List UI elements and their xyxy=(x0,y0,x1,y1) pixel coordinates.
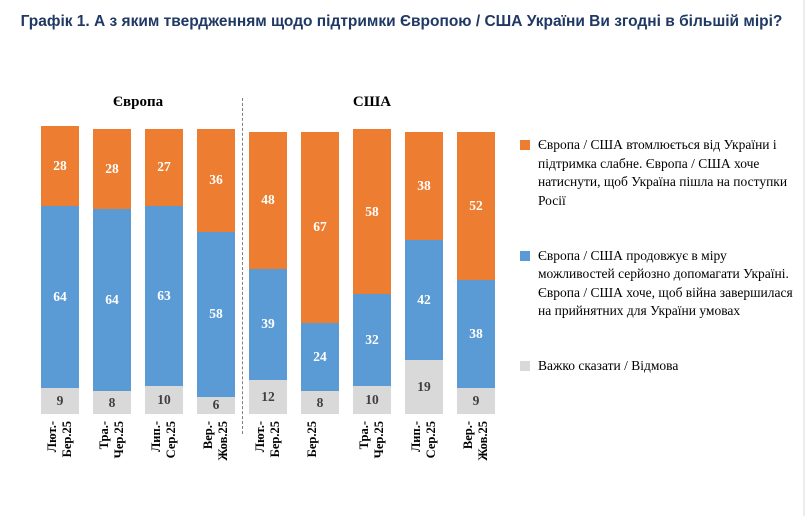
category-label-text: Тра.- Чер.25 xyxy=(357,421,386,459)
legend-item-hard-to-say: Важко сказати / Відмова xyxy=(520,357,798,376)
legend-swatch-hard-to-say xyxy=(520,361,530,371)
category-label-text: Лип.- Сер.25 xyxy=(149,421,178,459)
legend: Європа / США втомлюється від України і п… xyxy=(504,94,803,504)
segment-continues-to-help: 42 xyxy=(405,240,443,360)
legend-label: Європа / США втомлюється від України і п… xyxy=(538,137,788,208)
segment-hard-to-say: 19 xyxy=(405,359,443,414)
bar-column: 8 24 67 Бер.25 xyxy=(294,122,346,504)
segment-continues-to-help: 32 xyxy=(353,294,391,386)
category-label: Вер.- Жов.25 xyxy=(450,418,502,504)
segment-hard-to-say: 6 xyxy=(197,396,235,414)
legend-item-tired-of-ukraine: Європа / США втомлюється від України і п… xyxy=(520,136,798,211)
segment-continues-to-help: 63 xyxy=(145,205,183,386)
segment-tired-of-ukraine: 38 xyxy=(405,131,443,241)
segment-tired-of-ukraine: 67 xyxy=(301,131,339,323)
category-label-text: Вер.- Жов.25 xyxy=(201,421,230,461)
legend-swatch-continues-to-help xyxy=(520,250,530,261)
bar-column: 8 64 28 Тра.- Чер.25 xyxy=(86,122,138,504)
category-label-text: Тра.- Чер.25 xyxy=(97,421,126,459)
category-label: Тра.- Чер.25 xyxy=(86,418,138,504)
stacked-bar: 10 32 58 xyxy=(353,122,391,414)
legend-item-continues-to-help: Європа / США продовжує в міру можливосте… xyxy=(520,247,798,322)
plot-area: Європа 9 64 28 Лют.- Бер.25 8 64 28 Тра.- Чер.25… xyxy=(34,94,504,504)
category-label-text: Лют.- Бер.25 xyxy=(253,421,282,458)
bar-group-europe: Європа 9 64 28 Лют.- Бер.25 8 64 28 Тра.- Чер.25… xyxy=(34,94,242,504)
group-separator-line xyxy=(242,98,243,434)
segment-hard-to-say: 9 xyxy=(457,388,495,414)
category-label: Лип.- Сер.25 xyxy=(398,418,450,504)
category-label: Лют.- Бер.25 xyxy=(242,418,294,504)
legend-label: Європа / США продовжує в міру можливосте… xyxy=(538,247,793,319)
category-label-text: Лют.- Бер.25 xyxy=(45,421,74,458)
stacked-bar: 19 42 38 xyxy=(405,122,443,414)
group-label: Європа xyxy=(112,94,164,110)
bar-column: 9 38 52 Вер.- Жов.25 xyxy=(450,122,502,504)
bar-group-usa: США 12 39 48 Лют.- Бер.25 8 24 67 Бер.25 10 32 58 Тр… xyxy=(242,94,502,504)
segment-hard-to-say: 8 xyxy=(93,391,131,414)
category-label-text: Бер.25 xyxy=(305,421,319,458)
bars-row: 9 64 28 Лют.- Бер.25 8 64 28 Тра.- Чер.25 10 63 27… xyxy=(34,122,242,504)
segment-continues-to-help: 64 xyxy=(93,208,131,392)
category-label: Бер.25 xyxy=(294,418,346,504)
segment-continues-to-help: 38 xyxy=(457,280,495,389)
bar-column: 10 63 27 Лип.- Сер.25 xyxy=(138,122,190,504)
segment-hard-to-say: 10 xyxy=(145,385,183,414)
stacked-bar: 9 38 52 xyxy=(457,122,495,414)
bars-row: 12 39 48 Лют.- Бер.25 8 24 67 Бер.25 10 32 58 Тра.-… xyxy=(242,122,502,504)
segment-continues-to-help: 58 xyxy=(197,231,235,397)
category-label: Лют.- Бер.25 xyxy=(34,418,86,504)
segment-continues-to-help: 39 xyxy=(249,268,287,380)
segment-hard-to-say: 10 xyxy=(353,385,391,414)
segment-tired-of-ukraine: 52 xyxy=(457,131,495,281)
segment-continues-to-help: 64 xyxy=(41,205,79,389)
segment-tired-of-ukraine: 27 xyxy=(145,128,183,206)
category-label: Вер.- Жов.25 xyxy=(190,418,242,504)
segment-tired-of-ukraine: 48 xyxy=(249,131,287,269)
bar-column: 12 39 48 Лют.- Бер.25 xyxy=(242,122,294,504)
bar-column: 9 64 28 Лют.- Бер.25 xyxy=(34,122,86,504)
segment-tired-of-ukraine: 28 xyxy=(41,126,79,206)
segment-hard-to-say: 12 xyxy=(249,379,287,414)
bar-column: 19 42 38 Лип.- Сер.25 xyxy=(398,122,450,504)
segment-tired-of-ukraine: 28 xyxy=(93,129,131,209)
stacked-bar: 8 64 28 xyxy=(93,122,131,414)
legend-label: Важко сказати / Відмова xyxy=(538,358,679,373)
segment-tired-of-ukraine: 36 xyxy=(197,129,235,232)
legend-swatch-tired-of-ukraine xyxy=(520,140,530,150)
group-label: США xyxy=(352,94,392,110)
stacked-bar: 6 58 36 xyxy=(197,122,235,414)
category-label: Тра.- Чер.25 xyxy=(346,418,398,504)
stacked-bar: 9 64 28 xyxy=(41,122,79,414)
segment-hard-to-say: 9 xyxy=(41,388,79,414)
stacked-bar: 10 63 27 xyxy=(145,122,183,414)
chart-title: Графік 1. А з яким твердженням щодо підт… xyxy=(20,13,783,30)
segment-continues-to-help: 24 xyxy=(301,322,339,392)
chart-area: Європа 9 64 28 Лют.- Бер.25 8 64 28 Тра.- Чер.25… xyxy=(0,94,803,504)
stacked-bar: 8 24 67 xyxy=(301,122,339,414)
category-label-text: Лип.- Сер.25 xyxy=(409,421,438,459)
segment-tired-of-ukraine: 58 xyxy=(353,129,391,295)
stacked-bar: 12 39 48 xyxy=(249,122,287,414)
bar-column: 10 32 58 Тра.- Чер.25 xyxy=(346,122,398,504)
bar-column: 6 58 36 Вер.- Жов.25 xyxy=(190,122,242,504)
category-label: Лип.- Сер.25 xyxy=(138,418,190,504)
segment-hard-to-say: 8 xyxy=(301,391,339,414)
category-label-text: Вер.- Жов.25 xyxy=(461,421,490,461)
